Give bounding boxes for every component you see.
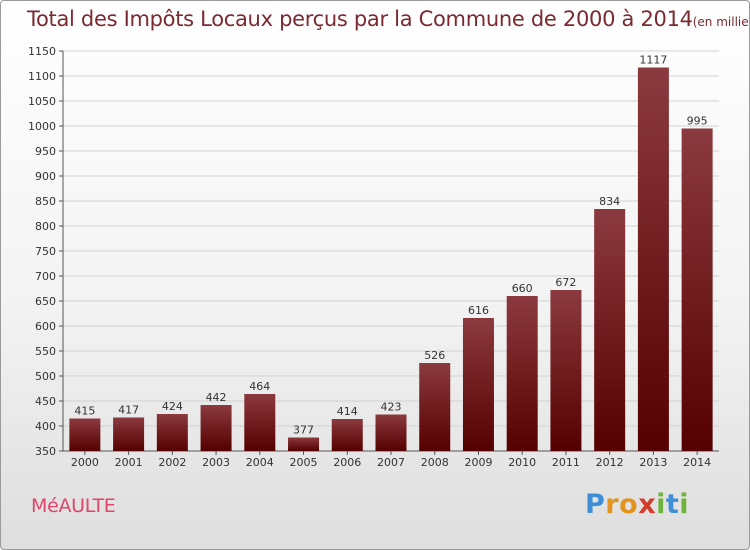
logo-letter: P: [585, 489, 606, 520]
y-tick-label: 750: [35, 245, 56, 258]
logo-letter: i: [656, 489, 666, 520]
y-tick-label: 1050: [28, 95, 56, 108]
x-tick-label-2006: 2006: [333, 456, 361, 469]
chart-title: Total des Impôts Locaux perçus par la Co…: [27, 7, 749, 31]
y-tick-label: 1000: [28, 120, 56, 133]
x-tick-label-2013: 2013: [639, 456, 667, 469]
bar-2014: [681, 128, 713, 451]
logo-letter: t: [665, 489, 680, 520]
bar-2010: [506, 296, 538, 451]
y-tick-label: 700: [35, 270, 56, 283]
x-tick-label-2009: 2009: [464, 456, 492, 469]
data-label-2003: 442: [206, 391, 227, 404]
bar-2005: [288, 437, 320, 451]
x-tick-label-2004: 2004: [246, 456, 274, 469]
proxiti-logo: Proxiti: [585, 489, 689, 520]
data-label-2014: 995: [687, 115, 708, 128]
commune-name: MéAULTE: [31, 495, 116, 517]
y-tick-label: 650: [35, 295, 56, 308]
bar-2007: [375, 414, 407, 451]
y-tick-label: 550: [35, 345, 56, 358]
x-tick-label-2010: 2010: [508, 456, 536, 469]
bar-2003: [200, 405, 232, 451]
y-tick-label: 900: [35, 170, 56, 183]
x-tick-label-2012: 2012: [596, 456, 624, 469]
x-tick-label-2007: 2007: [377, 456, 405, 469]
chart-title-text: Total des Impôts Locaux perçus par la Co…: [27, 7, 693, 31]
y-tick-label: 1150: [28, 45, 56, 58]
logo-letter: o: [619, 489, 639, 520]
x-tick-label-2011: 2011: [552, 456, 580, 469]
y-tick-label: 850: [35, 195, 56, 208]
data-label-2007: 423: [381, 401, 402, 414]
bar-2013: [637, 67, 669, 451]
chart-title-unit: (en milliers d'€): [692, 15, 749, 29]
x-tick-label-2014: 2014: [683, 456, 711, 469]
y-tick-label: 600: [35, 320, 56, 333]
data-label-2002: 424: [162, 400, 183, 413]
x-tick-label-2001: 2001: [115, 456, 143, 469]
bar-2008: [419, 363, 451, 451]
data-label-2011: 672: [555, 276, 576, 289]
data-label-2000: 415: [74, 405, 95, 418]
data-label-2010: 660: [512, 282, 533, 295]
bar-2000: [69, 418, 101, 451]
y-tick-label: 400: [35, 420, 56, 433]
logo-letter: r: [605, 489, 620, 520]
data-label-2013: 1117: [639, 54, 667, 67]
bar-2012: [594, 209, 626, 451]
x-tick-label-2008: 2008: [421, 456, 449, 469]
x-tick-label-2002: 2002: [158, 456, 186, 469]
bar-2002: [156, 414, 188, 451]
y-tick-label: 450: [35, 395, 56, 408]
bar-2004: [244, 394, 276, 451]
data-label-2001: 417: [118, 404, 139, 417]
y-tick-label: 1100: [28, 70, 56, 83]
x-tick-label-2000: 2000: [71, 456, 99, 469]
x-tick-label-2003: 2003: [202, 456, 230, 469]
bar-2009: [462, 318, 494, 451]
data-label-2008: 526: [424, 349, 445, 362]
data-label-2009: 616: [468, 304, 489, 317]
y-tick-label: 800: [35, 220, 56, 233]
data-label-2004: 464: [249, 380, 270, 393]
logo-letter: i: [679, 489, 690, 520]
bar-2006: [331, 419, 363, 451]
data-label-2012: 834: [599, 195, 620, 208]
y-tick-label: 950: [35, 145, 56, 158]
y-tick-label: 500: [35, 370, 56, 383]
bar-2011: [550, 290, 582, 451]
bar-2001: [113, 417, 145, 451]
x-tick-label-2005: 2005: [290, 456, 318, 469]
data-label-2006: 414: [337, 405, 358, 418]
data-label-2005: 377: [293, 424, 314, 437]
y-tick-label: 350: [35, 445, 56, 458]
logo-letter: x: [638, 489, 657, 520]
